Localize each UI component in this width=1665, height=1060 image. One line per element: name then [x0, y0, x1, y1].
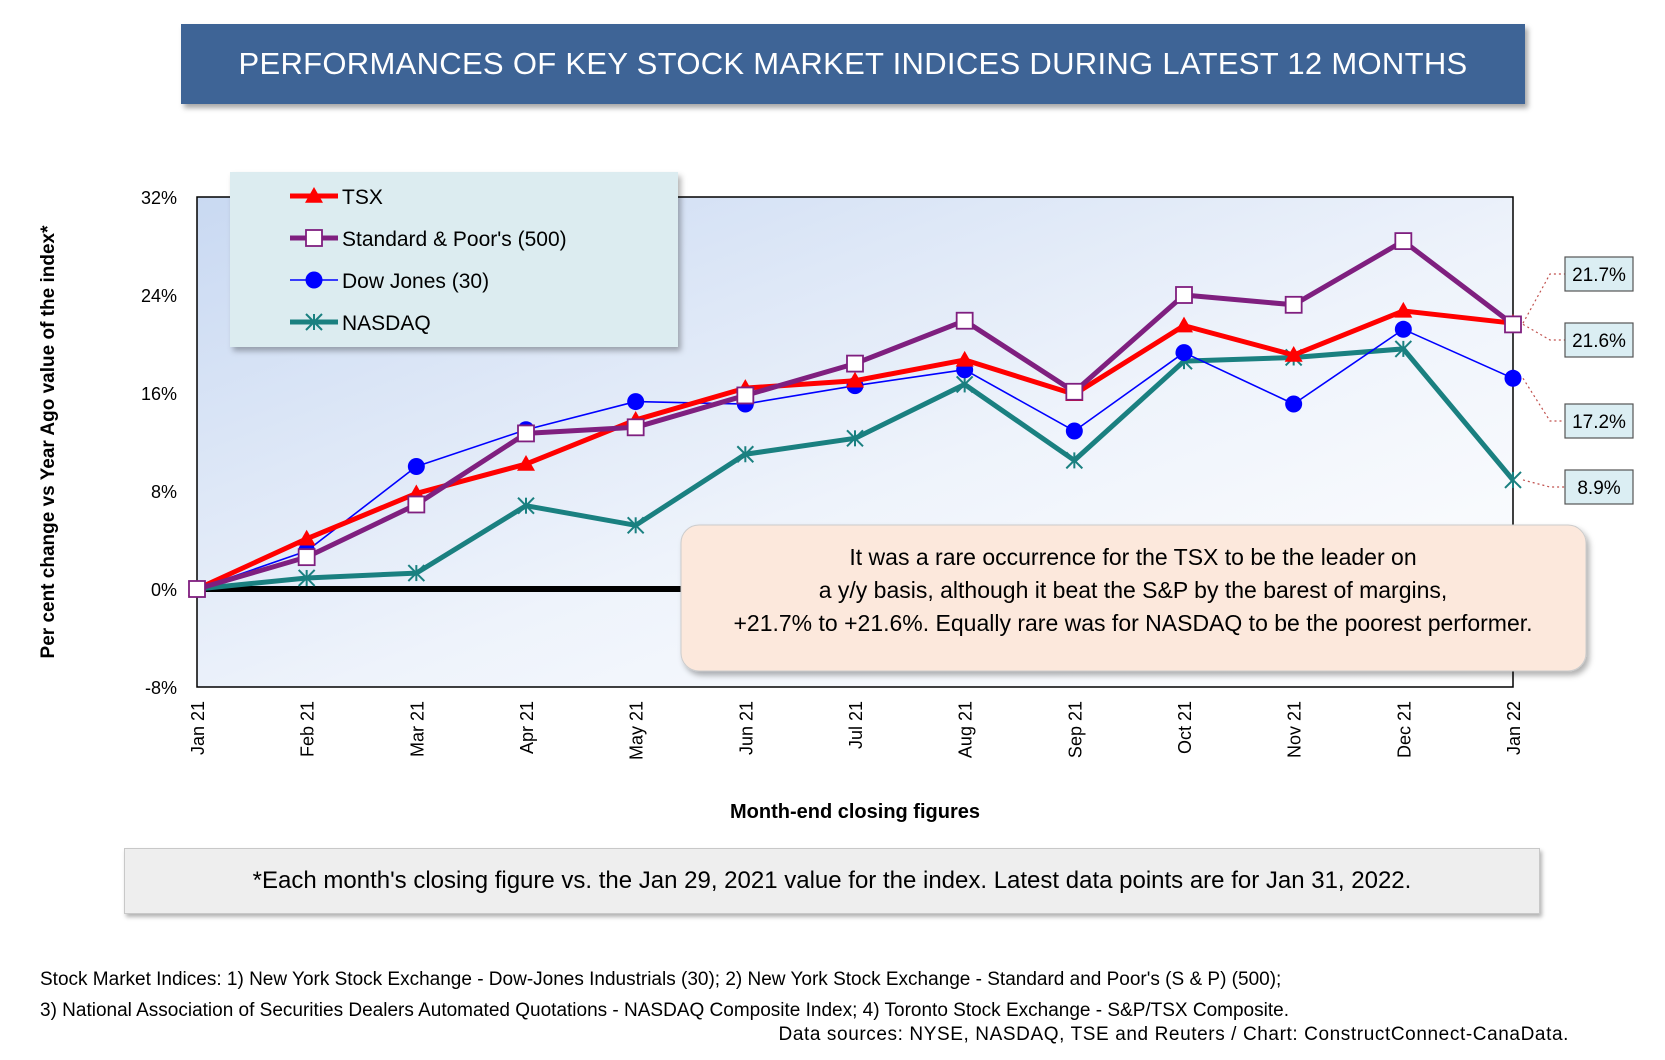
series-marker: [736, 386, 755, 405]
x-axis-title: Month-end closing figures: [730, 801, 980, 823]
series-marker: [1175, 316, 1193, 333]
y-tick-label: 16%: [141, 384, 177, 404]
series-marker: [407, 495, 426, 514]
series-marker: [955, 311, 974, 330]
series-marker: [1175, 286, 1193, 304]
series-layer: [188, 232, 1522, 598]
end-label: 21.7%: [1572, 265, 1626, 286]
series-marker: [1065, 451, 1084, 470]
series-marker: [1394, 340, 1413, 358]
series-marker: [305, 271, 323, 289]
leader-line: [1522, 377, 1565, 422]
leader-line: [1522, 273, 1565, 324]
series-marker: [1284, 346, 1303, 362]
end-labels: 21.7% 21.6% 17.2% 8.9%: [1522, 256, 1634, 505]
chart-title-banner: PERFORMANCES OF KEY STOCK MARKET INDICES…: [181, 24, 1525, 104]
series-marker: [517, 424, 535, 443]
series-marker: [846, 371, 864, 388]
series-marker: [1065, 382, 1084, 401]
series-marker: [188, 580, 206, 598]
legend-label: TSX: [342, 186, 383, 209]
series-marker: [846, 354, 864, 373]
x-tick-label: Jan 21: [188, 701, 208, 755]
x-tick-label: May 21: [627, 701, 647, 760]
end-label: 17.2%: [1572, 412, 1626, 433]
legend-label: Standard & Poor's (500): [342, 228, 567, 251]
series-marker: [846, 429, 864, 448]
end-label-box: [1564, 469, 1634, 505]
legend-box: [230, 172, 678, 347]
series-marker: [1504, 369, 1522, 387]
x-tick-label: Nov 21: [1285, 701, 1305, 758]
y-tick-label: 0%: [151, 580, 177, 600]
series-marker: [736, 445, 755, 463]
x-tick-label: Aug 21: [956, 701, 976, 758]
end-label: 21.6%: [1572, 331, 1626, 352]
series-marker: [1284, 295, 1303, 314]
line-chart: -8% 0% 8% 16% 24% 32% Jan 21 Feb 21 Mar 21 Apr 2…: [38, 172, 1634, 823]
credit: Data sources: NYSE, NASDAQ, TSE and Reut…: [778, 1024, 1569, 1045]
series-marker: [626, 516, 645, 535]
series-marker: [297, 548, 316, 567]
series-marker: [407, 564, 426, 582]
footnote-box: *Each month's closing figure vs. the Jan…: [124, 848, 1540, 914]
x-axis: Jan 21 Feb 21 Mar 21 Apr 21 May 21 Jun 21 Jul …: [188, 701, 1524, 760]
leader-line: [1522, 323, 1565, 341]
x-tick-label: Jul 21: [846, 701, 866, 749]
y-axis: -8% 0% 8% 16% 24% 32%: [141, 188, 177, 698]
series-marker: [1504, 315, 1522, 334]
series-marker: [1285, 395, 1303, 413]
end-label: 8.9%: [1577, 478, 1620, 499]
annotation-box: [680, 524, 1587, 672]
x-tick-label: Dec 21: [1394, 701, 1414, 758]
series-marker: [1504, 471, 1522, 489]
end-label-box: [1564, 256, 1634, 292]
x-tick-label: Mar 21: [407, 701, 427, 757]
sources-line-2: 3) National Association of Securities De…: [40, 1000, 1289, 1021]
y-tick-label: -8%: [145, 678, 177, 698]
end-label-box: [1564, 403, 1634, 439]
legend-label: NASDAQ: [342, 312, 431, 335]
series-marker: [297, 569, 316, 587]
series-marker: [305, 229, 323, 247]
series-marker: [517, 496, 535, 515]
series-marker: [305, 313, 323, 331]
series-marker: [1065, 422, 1083, 440]
legend-label: Dow Jones (30): [342, 270, 489, 293]
annotation-callout: [680, 524, 1587, 672]
y-tick-label: 8%: [151, 482, 177, 502]
x-tick-label: Oct 21: [1175, 701, 1195, 754]
chart-title: PERFORMANCES OF KEY STOCK MARKET INDICES…: [238, 46, 1468, 81]
series-marker: [297, 529, 316, 546]
x-tick-label: Apr 21: [517, 701, 537, 754]
series-marker: [517, 455, 535, 471]
x-tick-label: Sep 21: [1065, 701, 1085, 758]
series-marker: [305, 187, 323, 203]
series-marker: [1394, 232, 1413, 251]
sources-line-1: Stock Market Indices: 1) New York Stock …: [40, 969, 1282, 990]
y-axis-title: Per cent change vs Year Ago value of the…: [38, 225, 59, 659]
x-tick-label: Feb 21: [298, 701, 318, 757]
legend: [230, 172, 678, 347]
series-marker: [1394, 301, 1413, 318]
sources: Stock Market Indices: 1) New York Stock …: [40, 964, 1289, 1026]
footnote: *Each month's closing figure vs. the Jan…: [252, 867, 1412, 894]
annotation-text: It was a rare occurrence for the TSX to …: [733, 544, 1532, 636]
series-marker: [955, 350, 974, 367]
legend-items: TSX Standard & Poor's (500) Dow Jones (30)…: [290, 186, 567, 335]
end-label-box: [1564, 322, 1634, 358]
series-marker: [626, 418, 645, 437]
series-marker: [1175, 344, 1193, 362]
x-tick-label: Jun 21: [736, 701, 756, 755]
x-tick-label: Jan 22: [1504, 701, 1524, 755]
y-tick-label: 32%: [141, 188, 177, 208]
leader-line: [1522, 479, 1565, 488]
series-marker: [955, 375, 974, 394]
y-tick-label: 24%: [141, 286, 177, 306]
series-marker: [627, 393, 645, 411]
series-marker: [407, 458, 425, 475]
series-marker: [1394, 320, 1412, 338]
